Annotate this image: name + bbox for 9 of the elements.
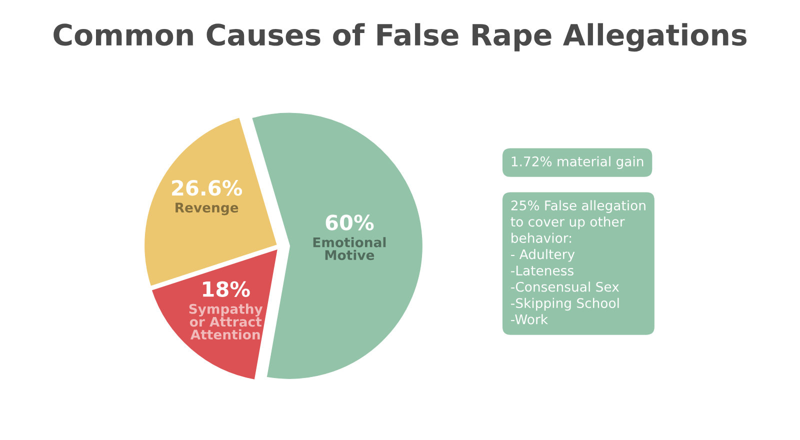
text: 1.72% material gain — [512, 156, 644, 169]
slice-label: Revenge — [176, 202, 238, 216]
data-label: 26.6% — [172, 180, 242, 196]
data-label: 60% — [326, 214, 374, 230]
data-label: 18% — [203, 281, 250, 297]
chart-title: Common Causes of False Rape Allegations — [54, 23, 746, 52]
text: 25% False allegation to cover up other behavior: - Adultery -Lateness -Consensual Sex -Skipping School -Work — [510, 200, 646, 324]
slice-label: Sympathy or Attract Attention — [189, 304, 263, 340]
slice-label: Emotional Motive — [313, 237, 386, 260]
